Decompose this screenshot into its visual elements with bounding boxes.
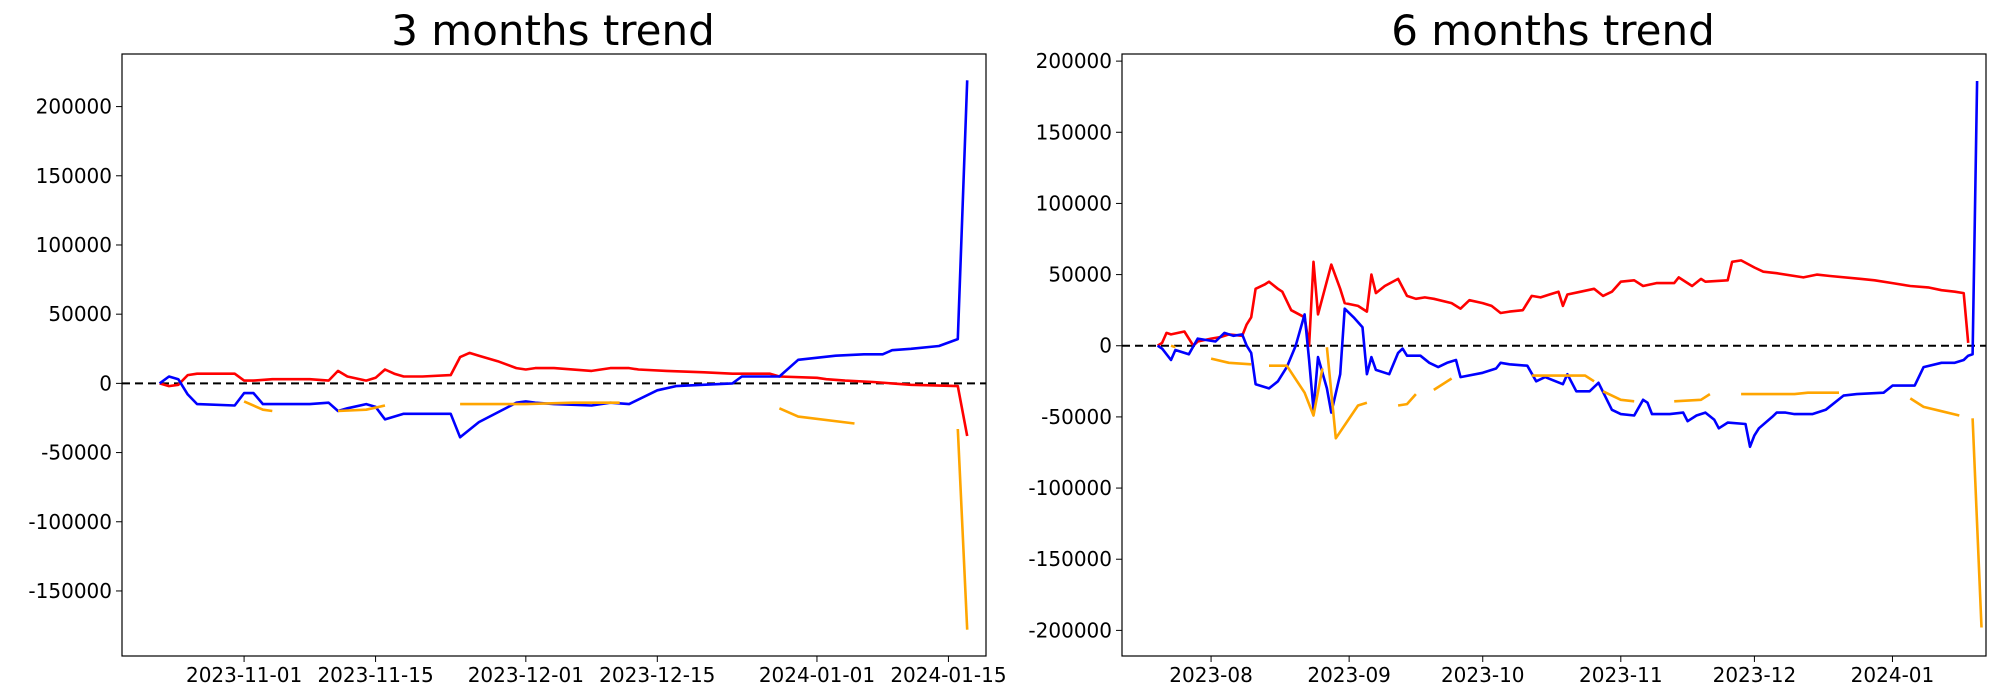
- y-tick-label: 50000: [1048, 263, 1112, 287]
- series-line: [956, 428, 969, 630]
- plot-area: [121, 53, 987, 657]
- chart-title: 3 months trend: [391, 6, 715, 55]
- series-line: [460, 401, 620, 406]
- y-tick-label: -150000: [1028, 547, 1112, 571]
- series-line: [1269, 364, 1324, 417]
- y-tick-label: 100000: [36, 233, 112, 257]
- x-tick-label: 2023-12-15: [599, 663, 715, 687]
- x-tick-label: 2023-11-15: [317, 663, 433, 687]
- chart-panel-3-months: 3 months trend -150000 -100000 -50000 0 5000…: [28, 6, 1006, 687]
- y-tick-label: 200000: [1036, 49, 1112, 73]
- x-tick-label: 2023-12-01: [468, 663, 584, 687]
- x-tick-label: 2023-12: [1713, 663, 1797, 687]
- x-axis: 2023-08 2023-09 2023-10 2023-11 2023-12 2024-…: [1169, 656, 1934, 687]
- series-line: [1433, 377, 1453, 391]
- series-line: [1602, 390, 1635, 403]
- chart-title: 6 months trend: [1391, 6, 1715, 55]
- x-tick-label: 2023-10: [1441, 663, 1525, 687]
- y-tick-label: -50000: [1041, 405, 1112, 429]
- plot-area: [1121, 53, 1987, 657]
- y-tick-label: 200000: [36, 95, 112, 119]
- series-layer: [158, 80, 969, 630]
- x-tick-label: 2023-11: [1579, 663, 1663, 687]
- series-line: [1156, 80, 1979, 449]
- x-tick-label: 2024-01: [1851, 663, 1935, 687]
- series-line: [1971, 418, 1983, 628]
- x-axis: 2023-11-01 2023-11-15 2023-12-01 2023-12-15…: [186, 656, 1007, 687]
- y-axis: -150000 -100000 -50000 0 50000 100000 150000 20…: [28, 95, 122, 603]
- y-axis: -200000 -150000 -100000 -50000 0 50000 100000 1…: [1028, 49, 1122, 642]
- y-tick-label: 100000: [1036, 191, 1112, 215]
- series-line: [337, 404, 386, 413]
- y-tick-label: -50000: [41, 441, 112, 465]
- y-tick-label: -100000: [1028, 476, 1112, 500]
- series-line: [1210, 357, 1252, 366]
- series-line: [159, 351, 969, 437]
- y-tick-label: 0: [99, 371, 112, 395]
- chart-panel-6-months: 6 months trend -200000 -150000 -100000 -500…: [1028, 6, 1987, 687]
- y-tick-label: 50000: [48, 302, 112, 326]
- y-tick-label: -150000: [28, 579, 112, 603]
- series-layer: [1156, 80, 1983, 628]
- x-tick-label: 2023-09: [1307, 663, 1391, 687]
- series-line: [1909, 397, 1960, 417]
- series-line: [1397, 393, 1417, 407]
- series-line: [1156, 259, 1970, 348]
- y-tick-label: 0: [1099, 334, 1112, 358]
- series-line: [243, 400, 273, 413]
- x-tick-label: 2024-01-01: [759, 663, 875, 687]
- x-tick-label: 2023-11-01: [186, 663, 302, 687]
- series-line: [1741, 391, 1839, 396]
- series-line: [778, 407, 855, 425]
- y-tick-label: -100000: [28, 510, 112, 534]
- series-line: [1531, 374, 1595, 383]
- y-tick-label: 150000: [36, 164, 112, 188]
- x-tick-label: 2023-08: [1169, 663, 1253, 687]
- x-tick-label: 2024-01-15: [890, 663, 1006, 687]
- series-line: [1325, 347, 1368, 440]
- series-line: [1170, 344, 1176, 349]
- y-tick-label: -200000: [1028, 618, 1112, 642]
- series-line: [158, 80, 969, 439]
- y-tick-label: 150000: [1036, 120, 1112, 144]
- series-line: [1674, 393, 1711, 403]
